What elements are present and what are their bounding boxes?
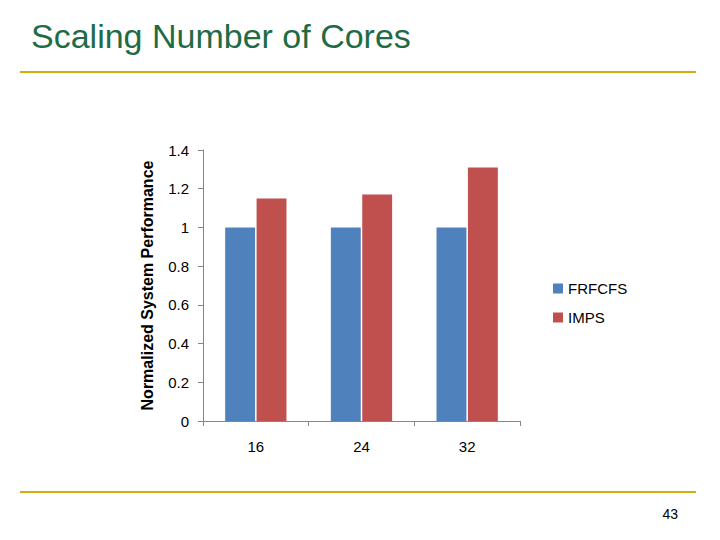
svg-text:1.2: 1.2: [168, 180, 189, 197]
svg-text:0.6: 0.6: [168, 296, 189, 313]
svg-text:0: 0: [181, 413, 189, 430]
svg-text:Normalized System Performance: Normalized System Performance: [139, 160, 156, 410]
svg-text:Scaling Number of Cores: Scaling Number of Cores: [31, 17, 411, 55]
svg-text:16: 16: [247, 438, 264, 455]
svg-text:0.8: 0.8: [168, 258, 189, 275]
svg-text:24: 24: [353, 438, 370, 455]
svg-text:32: 32: [459, 438, 476, 455]
svg-text:0.2: 0.2: [168, 374, 189, 391]
svg-text:1.4: 1.4: [168, 142, 189, 159]
svg-text:43: 43: [662, 506, 678, 522]
svg-text:1: 1: [181, 219, 189, 236]
svg-text:FRFCFS: FRFCFS: [568, 280, 627, 297]
svg-text:IMPS: IMPS: [568, 309, 605, 326]
svg-text:0.4: 0.4: [168, 335, 189, 352]
